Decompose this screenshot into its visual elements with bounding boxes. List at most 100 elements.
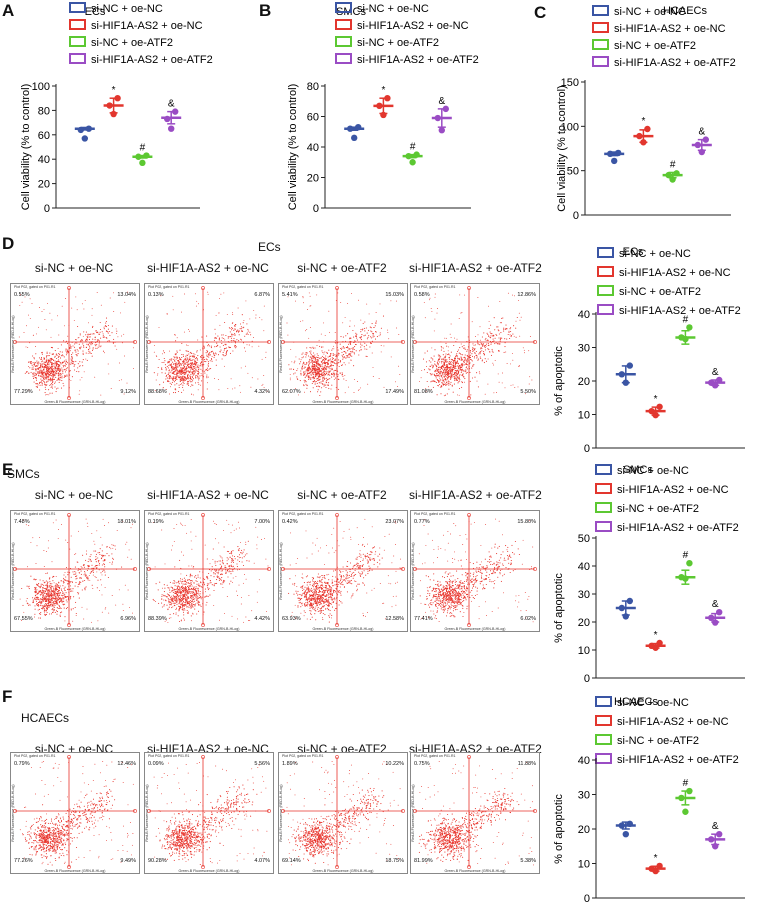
cell-dot <box>503 351 505 353</box>
cell-dot <box>34 372 36 374</box>
cell-dot <box>225 352 227 354</box>
cell-dot <box>54 350 56 352</box>
cell-dot <box>325 381 327 383</box>
cell-dot <box>59 366 61 368</box>
legend-item: si-NC + oe-NC <box>595 464 689 477</box>
y-tick-label: 40 <box>307 142 319 154</box>
cell-dot <box>479 353 481 355</box>
y-tick-label: 40 <box>578 309 590 321</box>
legend-label: si-NC + oe-ATF2 <box>617 503 699 515</box>
cell-dot <box>46 394 48 396</box>
cell-dot <box>361 329 363 331</box>
cell-dot <box>83 345 85 347</box>
cell-dot <box>77 561 79 563</box>
cell-dot <box>60 387 63 389</box>
cell-dot <box>48 389 50 391</box>
cell-dot <box>305 369 307 371</box>
cell-dot <box>189 355 191 357</box>
cell-dot <box>157 373 159 375</box>
cell-dot <box>52 589 55 591</box>
cell-dot <box>198 602 200 604</box>
cell-dot <box>341 364 343 366</box>
series-group: & <box>705 367 726 389</box>
cell-dot <box>353 392 355 393</box>
y-tick-label: 80 <box>38 105 50 117</box>
series-group: # <box>675 778 696 815</box>
cell-dot <box>232 312 234 314</box>
cell-dot <box>178 375 180 377</box>
cell-dot <box>499 339 501 341</box>
cell-dot <box>165 600 167 602</box>
cell-dot <box>55 376 57 378</box>
cell-dot <box>178 365 180 367</box>
cell-dot <box>499 301 501 303</box>
cell-dot <box>67 596 69 598</box>
cell-dot <box>186 574 188 576</box>
cell-dot <box>372 333 375 335</box>
cell-dot <box>163 357 165 360</box>
cell-dot <box>67 335 69 337</box>
cell-dot <box>161 353 163 355</box>
cell-dot <box>178 384 180 386</box>
cell-dot <box>330 358 332 360</box>
cell-dot <box>57 348 59 349</box>
cell-dot <box>65 354 67 356</box>
cell-dot <box>179 379 182 381</box>
cell-dot <box>33 364 35 366</box>
cell-dot <box>512 333 514 335</box>
cell-dot <box>449 355 451 357</box>
legend-swatch <box>69 36 86 47</box>
cell-dot <box>512 294 513 296</box>
y-tick-label: 20 <box>578 824 590 836</box>
cell-dot <box>91 308 93 310</box>
cell-dot <box>67 588 69 591</box>
cell-dot <box>344 316 346 318</box>
cell-dot <box>322 378 324 380</box>
cell-dot <box>32 334 34 336</box>
cell-dot <box>100 345 102 347</box>
cell-dot <box>192 366 194 368</box>
cell-dot <box>50 378 52 380</box>
cell-dot <box>185 363 187 365</box>
cell-dot <box>305 371 307 373</box>
cell-dot <box>369 346 371 348</box>
cell-dot <box>450 337 452 339</box>
cell-dot <box>373 326 375 328</box>
cell-dot <box>470 352 472 354</box>
cell-dot <box>47 372 49 375</box>
cell-dot <box>352 329 354 332</box>
cell-dot <box>70 346 72 348</box>
cell-dot <box>299 320 301 322</box>
cell-dot <box>61 377 63 379</box>
cell-dot <box>470 394 472 396</box>
cell-dot <box>309 369 311 371</box>
cell-dot <box>323 366 326 368</box>
cell-dot <box>48 361 51 363</box>
cell-dot <box>49 599 51 601</box>
cell-dot <box>23 332 25 333</box>
cell-dot <box>470 359 472 361</box>
cell-dot <box>338 388 340 390</box>
cell-dot <box>320 381 322 383</box>
cell-dot <box>50 380 52 382</box>
cell-dot <box>334 332 336 333</box>
cell-dot <box>242 322 244 324</box>
cell-dot <box>29 298 31 300</box>
cell-dot <box>114 345 116 347</box>
cell-dot <box>209 352 211 354</box>
cell-dot <box>48 578 50 580</box>
cell-dot <box>245 333 247 335</box>
cell-dot <box>181 370 183 372</box>
cell-dot <box>507 333 509 336</box>
cell-dot <box>19 304 21 306</box>
cell-dot <box>464 357 466 359</box>
flow-dot-plot: Plot P02, gated on P01.R1 Green-B Fluores… <box>10 510 140 632</box>
cell-dot <box>57 368 59 370</box>
cell-dot <box>104 559 106 561</box>
cell-dot <box>350 359 352 361</box>
cell-dot <box>337 349 339 351</box>
cell-dot <box>55 519 57 521</box>
cell-dot <box>40 376 43 378</box>
cell-dot <box>159 384 161 386</box>
cell-dot <box>196 350 198 352</box>
